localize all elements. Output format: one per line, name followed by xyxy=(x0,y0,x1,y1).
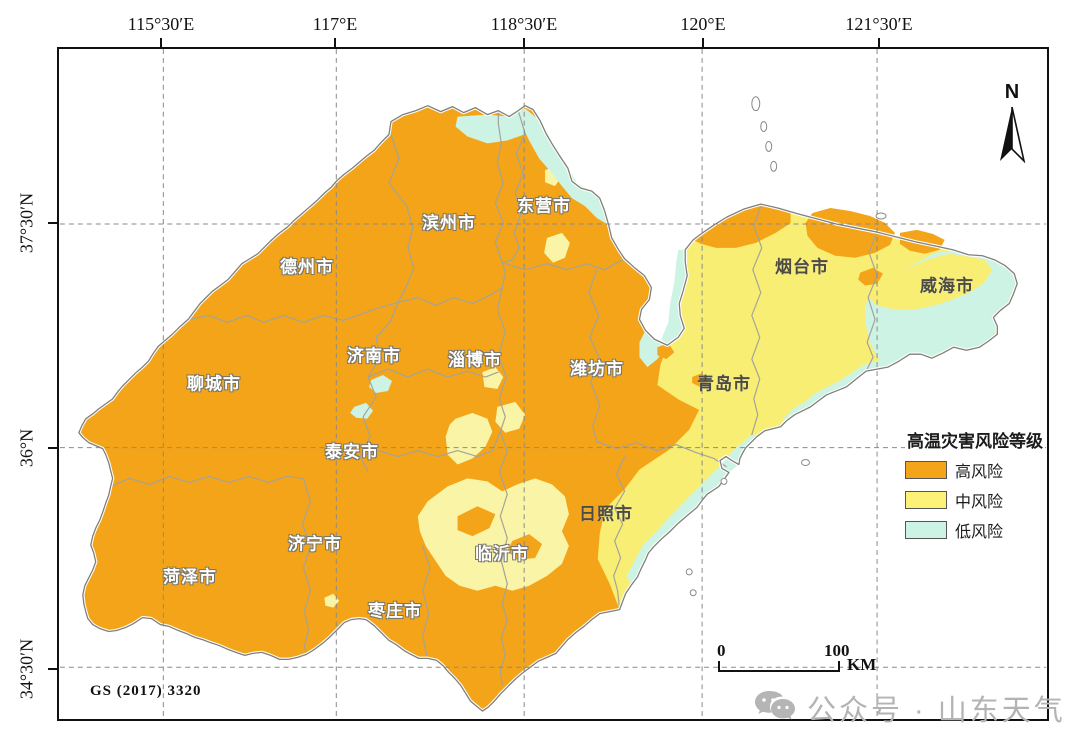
high-risk-yantai xyxy=(693,204,791,248)
axis-label-longitude: 118°30′E xyxy=(490,14,558,34)
city-label: 淄博市 xyxy=(448,350,502,370)
axis-tick xyxy=(160,38,162,47)
legend: 高温灾害风险等级 高风险中风险低风险 xyxy=(905,427,1055,550)
low-risk-dot xyxy=(369,375,392,393)
axis-label-latitude: 37°30′N xyxy=(16,192,37,254)
watermark: 公众号 · 山东天气 xyxy=(753,687,1066,729)
axis-tick xyxy=(48,447,57,449)
mid-risk-patch xyxy=(417,478,569,591)
low-risk-strip xyxy=(639,330,668,368)
axis-tick xyxy=(878,38,880,47)
low-risk-dot xyxy=(350,402,374,419)
city-boundaries xyxy=(110,110,878,686)
city-label: 烟台市 xyxy=(775,257,829,277)
city-label: 枣庄市 xyxy=(368,601,422,621)
legend-swatch-low xyxy=(905,521,947,539)
axis-tick xyxy=(48,668,57,670)
high-risk-speckle xyxy=(457,506,496,537)
legend-item-low: 低风险 xyxy=(905,520,1055,541)
city-label: 聊城市 xyxy=(187,374,241,394)
axis-tick xyxy=(702,38,704,47)
legend-label-mid: 中风险 xyxy=(955,494,1004,511)
axis-tick xyxy=(523,38,525,47)
map-frame: 滨州市 东营市德州市聊城市 济南市 淄博市 潍坊市泰安市济宁市菏泽市枣庄市 临沂市 日照市 青… xyxy=(57,47,1063,727)
mid-risk-patch xyxy=(544,232,570,263)
legend-items: 高风险 中风险 低风险 xyxy=(905,460,1055,541)
graticule xyxy=(59,49,1047,719)
axis-label-longitude: 120°E xyxy=(680,14,726,34)
legend-item-mid: 中风险 xyxy=(905,490,1055,511)
legend-label-high: 高风险 xyxy=(955,464,1004,481)
city-label: 济南市 xyxy=(347,346,401,366)
city-label: 威海市 xyxy=(920,276,974,296)
high-risk-speckle xyxy=(657,343,675,360)
legend-item-high: 高风险 xyxy=(905,460,1055,481)
mid-risk-patch xyxy=(445,412,493,465)
islands xyxy=(685,96,887,597)
scale-bar-rule xyxy=(718,661,840,672)
city-label: 日照市 xyxy=(579,504,633,524)
city-label: 临沂市 xyxy=(475,544,529,564)
legend-label-low: 低风险 xyxy=(955,524,1004,541)
north-arrow-label: N xyxy=(1004,81,1020,103)
scale-start: 0 xyxy=(717,641,726,660)
shandong-risk-map xyxy=(59,49,1047,719)
axis-label-latitude: 34°30′N xyxy=(16,638,37,700)
wechat-icon xyxy=(755,691,795,720)
legend-title: 高温灾害风险等级 xyxy=(905,427,1045,452)
city-label: 菏泽市 xyxy=(163,567,217,587)
city-label: 滨州市 xyxy=(422,213,476,233)
axis-label-latitude: 36°N xyxy=(16,428,37,468)
high-risk-speckle xyxy=(858,267,884,286)
city-label: 青岛市 xyxy=(697,374,751,394)
gs-note: GS (2017) 3320 xyxy=(90,683,202,699)
scale-unit: KM xyxy=(847,655,877,674)
north-arrow: N xyxy=(987,81,1037,163)
scale-bar: 0 100 KM xyxy=(709,641,889,685)
high-risk-speckle xyxy=(507,534,543,560)
axis-label-longitude: 117°E xyxy=(312,14,358,34)
city-label: 济宁市 xyxy=(288,534,342,554)
axis-label-longitude: 115°30′E xyxy=(127,14,195,34)
scale-end: 100 xyxy=(824,641,850,660)
low-risk-delta xyxy=(455,108,538,144)
axis-tick xyxy=(334,38,336,47)
watermark-text: 公众号 · 山东天气 xyxy=(807,695,1066,727)
province-outline xyxy=(78,105,1018,712)
axis-tick xyxy=(48,222,57,224)
mid-risk-weihai xyxy=(868,253,993,310)
city-label: 泰安市 xyxy=(325,442,379,462)
city-label: 东营市 xyxy=(517,196,571,216)
high-risk-speckle xyxy=(692,373,709,387)
city-label: 德州市 xyxy=(280,257,334,277)
mid-risk-patch xyxy=(324,593,340,608)
city-label: 潍坊市 xyxy=(570,359,624,379)
north-arrow-icon xyxy=(1000,106,1026,163)
axis-label-longitude: 121°30′E xyxy=(845,14,913,34)
legend-swatch-high xyxy=(905,461,947,479)
legend-swatch-mid xyxy=(905,491,947,509)
